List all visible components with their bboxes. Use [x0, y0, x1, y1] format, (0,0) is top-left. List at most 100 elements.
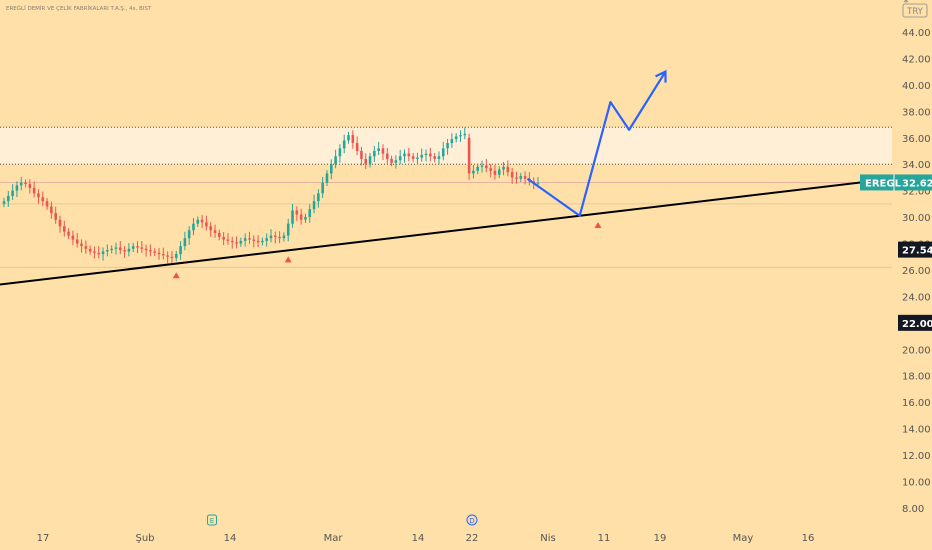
price-axis-tick-label: 36.00	[902, 134, 931, 145]
candle-up	[269, 235, 273, 239]
candle-down	[295, 210, 299, 215]
candle-down	[278, 236, 281, 239]
candle-up	[317, 193, 320, 202]
candle-down	[381, 148, 385, 154]
candle-up	[239, 240, 243, 244]
candle-up	[179, 246, 182, 255]
candle-down	[222, 236, 225, 240]
candle-up	[454, 136, 458, 140]
price-axis-tick-label: 42.00	[902, 54, 931, 65]
candle-up	[459, 135, 462, 137]
price-axis-tick-label: 44.00	[902, 28, 931, 39]
candle-up	[420, 154, 424, 158]
candle-down	[54, 213, 57, 220]
price-axis-tick-label: 34.00	[902, 160, 931, 171]
candle-down	[170, 256, 174, 259]
candle-down	[88, 248, 92, 252]
candle-down	[123, 250, 126, 252]
candle-up	[502, 166, 505, 170]
currency-button[interactable]	[902, 3, 928, 18]
time-axis-tick-label: 16	[802, 533, 815, 544]
candle-down	[32, 187, 36, 194]
candle-down	[467, 137, 471, 174]
dividend-event-icon[interactable]	[466, 514, 478, 526]
candle-up	[286, 223, 290, 236]
candle-down	[360, 150, 363, 159]
candle-down	[200, 219, 204, 223]
candle-down	[71, 235, 75, 240]
candle-down	[351, 135, 355, 144]
candle-up	[19, 182, 23, 186]
signal-arrow-up-icon	[594, 222, 602, 229]
candle-up	[437, 156, 441, 159]
candle-down	[50, 206, 53, 214]
price-axis-tick-label: 10.00	[902, 477, 931, 488]
candle-up	[291, 210, 294, 224]
time-axis-tick-label: 14	[412, 533, 425, 544]
time-axis-tick-label: 11	[598, 533, 611, 544]
candle-up	[187, 230, 191, 239]
candle-down	[411, 156, 415, 159]
candle-up	[2, 201, 6, 204]
candle-up	[192, 223, 195, 231]
candle-down	[515, 177, 518, 179]
candle-down	[385, 153, 389, 159]
arrow-up-icon	[903, 0, 909, 3]
candle-down	[162, 254, 165, 256]
symbol-header: EREĞLİ DEMİR VE ÇELİK FABRİKALARI T.A.Ş.…	[6, 5, 152, 12]
candle-up	[127, 248, 131, 252]
candle-up	[347, 135, 350, 141]
candle-down	[80, 243, 83, 247]
candle-down	[510, 172, 514, 178]
candle-down	[93, 251, 96, 253]
candle-up	[334, 156, 337, 165]
earnings-event-icon[interactable]	[207, 514, 217, 526]
candle-up	[196, 219, 200, 224]
time-axis-tick-label: 22	[466, 533, 479, 544]
price-axis-tick-label: 24.00	[902, 292, 931, 303]
symbol-badge-label: EREGL	[865, 178, 902, 189]
projection-path[interactable]	[526, 71, 667, 217]
event-badge-label: E	[210, 517, 214, 525]
signal-arrow-up-icon	[172, 272, 180, 279]
candle-down	[140, 247, 144, 249]
price-axis-tick-label: 20.00	[902, 345, 931, 356]
price-level-badge-value: 22.00	[902, 319, 932, 330]
candle-down	[489, 168, 492, 171]
candle-up	[7, 195, 10, 202]
candle-up	[265, 238, 268, 241]
currency-button-label: TRY	[906, 7, 924, 17]
candle-up	[131, 246, 135, 249]
projection-arrowhead-icon	[655, 69, 667, 83]
candle-up	[101, 251, 105, 255]
candle-up	[342, 140, 346, 149]
candle-up	[15, 185, 19, 191]
candle-down	[485, 165, 488, 169]
time-axis-tick-label: Şub	[135, 533, 154, 544]
candle-down	[75, 239, 79, 244]
candle-down	[205, 222, 208, 227]
candle-up	[536, 182, 540, 184]
candle-up	[106, 250, 109, 252]
price-axis-tick-label: 38.00	[902, 107, 931, 118]
candle-up	[321, 182, 324, 194]
resistance-zone	[0, 127, 892, 165]
candle-down	[364, 158, 368, 165]
time-axis-tick-label: Mar	[324, 533, 344, 544]
candle-down	[45, 201, 49, 207]
candle-down	[248, 238, 251, 240]
candle-up	[446, 143, 449, 149]
candle-up	[398, 156, 402, 161]
candle-down	[429, 153, 432, 157]
candle-up	[308, 209, 312, 218]
candle-down	[226, 239, 230, 241]
price-axis-tick-label: 18.00	[902, 372, 931, 383]
candle-up	[312, 201, 316, 210]
candle-up	[403, 153, 406, 157]
ascending-trendline[interactable]	[0, 177, 893, 286]
candle-up	[497, 169, 501, 175]
candle-up	[368, 156, 372, 165]
candle-down	[37, 193, 40, 198]
